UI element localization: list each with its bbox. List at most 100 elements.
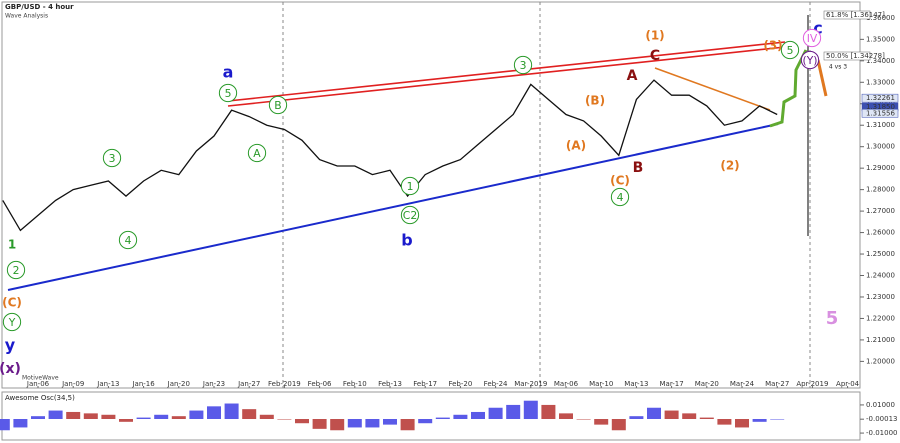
y-tick-label: 1.22000 — [866, 314, 895, 322]
osc-bar — [488, 407, 503, 419]
osc-bar — [48, 410, 63, 419]
osc-bar — [594, 419, 609, 425]
wave-label: IV — [807, 32, 818, 45]
osc-bar — [365, 419, 380, 428]
x-tick-label: Feb-10 — [343, 380, 367, 388]
wave-circle — [400, 205, 420, 225]
wave-circle — [268, 95, 288, 115]
x-tick-label: Jan-23 — [202, 380, 225, 388]
price-tag-label: 1.31850 — [866, 103, 895, 111]
x-tick-label: Feb-20 — [448, 380, 472, 388]
y-tick-label: 1.35000 — [866, 35, 895, 43]
wave-label: 5 — [787, 44, 794, 57]
wave-circle — [102, 148, 122, 168]
osc-tick-label: -0.01000 — [866, 429, 897, 437]
projection-arrow — [816, 59, 828, 97]
y-tick-label: 1.29000 — [866, 164, 895, 172]
y-tick-label: 1.27000 — [866, 207, 895, 215]
wave-label: 3 — [520, 59, 527, 72]
support-trendline — [7, 123, 779, 291]
osc-bar — [242, 409, 257, 419]
x-tick-label: Mar-2019 — [514, 380, 547, 388]
y-tick-label: 1.23000 — [866, 293, 895, 301]
osc-bar — [752, 419, 767, 422]
osc-bar — [119, 419, 133, 422]
price-tag-label: 1.31556 — [866, 109, 895, 117]
y-tick-label: 1.31000 — [866, 121, 895, 129]
osc-bar — [541, 404, 556, 419]
osc-bar — [277, 419, 292, 420]
note: 4 vs 3 — [829, 64, 847, 71]
osc-bar — [770, 419, 785, 420]
osc-bar — [312, 419, 327, 429]
x-tick-label: Mar-10 — [589, 380, 613, 388]
wave-label: 2 — [13, 264, 20, 277]
wave-label: (x) — [0, 361, 21, 377]
osc-bar — [0, 419, 10, 431]
wave-label: y — [5, 336, 16, 355]
wave-label: 1 — [8, 238, 16, 252]
wave-label: (3) — [763, 39, 782, 53]
x-tick-label: Feb-24 — [484, 380, 508, 388]
y-tick-label: 1.24000 — [866, 272, 895, 280]
x-tick-label: Mar-20 — [695, 380, 719, 388]
y-tick-label: 1.36000 — [866, 14, 895, 22]
y-tick-label: 1.34000 — [866, 57, 895, 65]
price-tag — [861, 93, 899, 103]
osc-panel — [1, 391, 861, 441]
osc-bar — [664, 410, 679, 419]
osc-bar — [207, 406, 221, 419]
resistance-line — [227, 41, 786, 102]
osc-bar — [189, 410, 204, 419]
osc-bar — [647, 407, 661, 419]
osc-bar — [259, 414, 274, 419]
osc-tick-label: -0.00013 — [866, 415, 897, 423]
osc-bar — [418, 419, 433, 424]
wave-label: 5 — [826, 308, 839, 329]
x-tick-label: Feb-17 — [413, 380, 437, 388]
price-tag-label: 1.32261 — [866, 94, 895, 102]
wave-circle — [400, 176, 420, 196]
x-tick-label: Jan-09 — [61, 380, 84, 388]
y-tick-label: 1.30000 — [866, 143, 895, 151]
x-tick-label: Mar-17 — [659, 380, 683, 388]
osc-bar — [471, 411, 485, 419]
wave-label: c — [813, 19, 822, 38]
wave-circle — [2, 312, 22, 332]
wave-label: 5 — [225, 87, 232, 100]
wave-circle — [513, 55, 533, 75]
osc-bar — [383, 419, 397, 425]
wave-label: 4 — [617, 191, 624, 204]
wave-circle — [118, 230, 138, 250]
wave-label: B — [274, 99, 281, 112]
osc-bar — [101, 414, 116, 419]
x-tick-label: Jan-20 — [167, 380, 190, 388]
wave-label: b — [401, 231, 412, 250]
x-tick-label: Jan-16 — [131, 380, 155, 388]
osc-bar — [717, 419, 732, 425]
osc-bar — [295, 419, 309, 424]
wave-label: A — [253, 147, 261, 160]
osc-bar — [506, 404, 521, 419]
osc-bar — [224, 403, 239, 419]
y-tick-label: 1.33000 — [866, 78, 895, 86]
x-tick-label: Jan-06 — [26, 380, 50, 388]
y-tick-label: 1.20000 — [866, 357, 895, 365]
x-tick-label: Jan-13 — [96, 380, 119, 388]
wave-line — [654, 67, 771, 111]
wave-label: (Y) — [802, 54, 817, 67]
wave-label: a — [223, 63, 234, 82]
wave-label: Y — [8, 316, 16, 329]
y-tick-label: 1.25000 — [866, 250, 895, 258]
wave-label: 3 — [109, 152, 116, 165]
osc-bar — [400, 419, 415, 431]
osc-title: Awesome Osc(34,5) — [5, 394, 75, 402]
wave-label: C — [650, 48, 660, 64]
osc-bar — [629, 416, 644, 419]
osc-bar — [435, 417, 450, 419]
wave-circle — [6, 260, 26, 280]
fib-box — [823, 51, 871, 61]
osc-bar — [347, 419, 362, 428]
osc-bar — [735, 419, 749, 428]
